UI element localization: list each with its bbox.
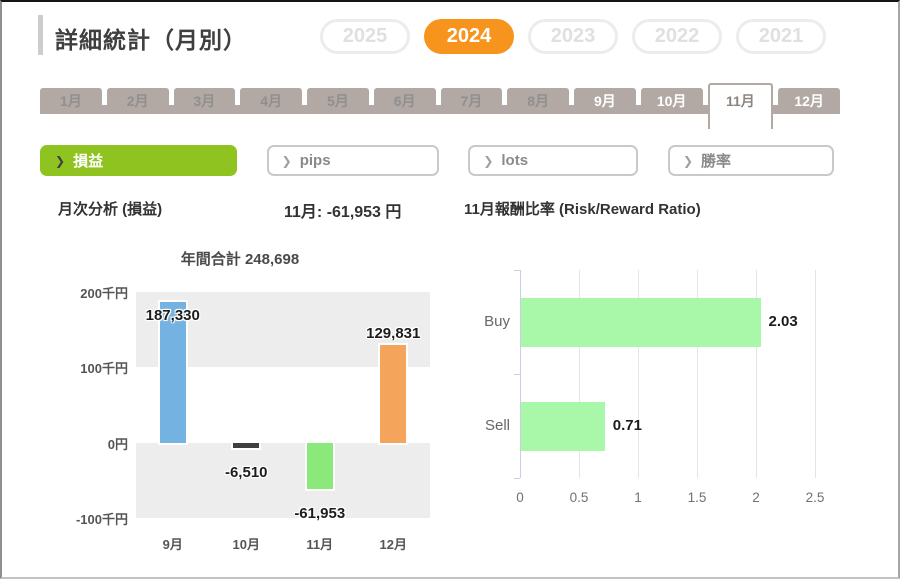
- year-tab-2022[interactable]: 2022: [632, 19, 722, 54]
- monthly-profit-chart: 年間合計 248,698 187,330 9月 -6,510 10月 -61,953 11…: [40, 242, 440, 572]
- metric-button-label: 損益: [73, 153, 104, 170]
- y-axis-line: [520, 270, 521, 478]
- month-tab-4[interactable]: 4月: [240, 88, 302, 114]
- x-axis-label: 11月: [306, 537, 334, 552]
- right-plot-area: 0 0.5 1 1.5 2 2.5 Buy 2.03 Sell 0.71: [484, 270, 824, 505]
- metric-button-label: 勝率: [701, 153, 732, 170]
- metric-button-label: pips: [299, 152, 331, 169]
- gridline: [815, 270, 816, 478]
- month-tab-3[interactable]: 3月: [173, 88, 236, 114]
- y-axis-label: 200千円: [80, 286, 128, 301]
- bar-value-label: -6,510: [224, 463, 268, 481]
- metric-button-pips[interactable]: ❯ pips: [266, 145, 439, 176]
- bar-value-label: 129,831: [366, 324, 421, 342]
- risk-reward-title: 11月報酬比率 (Risk/Reward Ratio): [464, 201, 701, 218]
- bar-buy: [521, 297, 761, 347]
- bar-sell: [521, 401, 605, 451]
- selected-month-value: 11月: -61,953 円: [284, 204, 402, 221]
- y-axis-label: 0円: [107, 436, 128, 452]
- year-tabs: 2025 2024 2023 2022 2021: [320, 19, 826, 54]
- gridline: [697, 270, 698, 478]
- category-label: Buy: [484, 313, 510, 330]
- plot-band: [136, 442, 430, 518]
- title-accent-bar: [38, 15, 43, 55]
- left-plot-area: 187,330 9月 -6,510 10月 -61,953 11月 129,831 12月: [136, 292, 430, 552]
- month-tab-6[interactable]: 6月: [373, 88, 436, 114]
- x-axis-label: 2: [752, 490, 760, 505]
- gridline: [756, 270, 757, 478]
- gridline: [579, 270, 580, 478]
- chevron-right-icon: ❯: [281, 153, 292, 168]
- bar-value-label: -61,953: [294, 505, 346, 523]
- metric-button-lots[interactable]: ❯ lots: [468, 145, 639, 176]
- x-axis-label: 1: [634, 490, 642, 505]
- month-tab-11[interactable]: 11月: [707, 83, 774, 129]
- month-tab-2[interactable]: 2月: [106, 88, 169, 114]
- x-axis-label: 9月: [162, 537, 183, 552]
- year-tab-2025[interactable]: 2025: [320, 19, 410, 54]
- month-tab-5[interactable]: 5月: [307, 88, 369, 114]
- month-tab-1[interactable]: 1月: [40, 88, 102, 114]
- axis-tick: [514, 270, 520, 271]
- month-tab-8[interactable]: 8月: [507, 88, 569, 114]
- chevron-right-icon: ❯: [682, 153, 694, 168]
- bar-value-label: 0.71: [612, 417, 642, 434]
- x-axis-label: 0: [516, 490, 524, 505]
- axis-tick: [514, 374, 520, 375]
- risk-reward-chart: 0 0.5 1 1.5 2 2.5 Buy 2.03 Sell 0.71: [464, 242, 884, 532]
- bar-value-label: 187,330: [145, 306, 200, 324]
- year-tab-2023[interactable]: 2023: [528, 19, 618, 54]
- y-axis-label: 100千円: [80, 361, 128, 377]
- page-title: 詳細統計（月別）: [55, 27, 247, 53]
- x-axis-label: 10月: [232, 537, 260, 552]
- metric-button-profit[interactable]: ❯ 損益: [40, 145, 237, 176]
- bar-11月: [304, 440, 335, 492]
- x-axis-label: 0.5: [569, 490, 589, 505]
- bar-10月: [231, 440, 262, 450]
- x-axis-label: 12月: [379, 537, 407, 552]
- axis-tick: [514, 478, 520, 479]
- bar-12月: [378, 342, 409, 445]
- x-axis-label: 1.5: [687, 490, 707, 505]
- y-axis-label: -100千円: [75, 512, 128, 527]
- gridline: [638, 270, 639, 478]
- metric-button-label: lots: [501, 152, 529, 169]
- bar-value-label: 2.03: [768, 313, 798, 330]
- category-label: Sell: [484, 417, 510, 434]
- bar-9月: [157, 299, 188, 445]
- metric-button-win-rate[interactable]: ❯ 勝率: [667, 145, 834, 176]
- month-tab-7[interactable]: 7月: [440, 88, 503, 114]
- x-axis-label: 2.5: [805, 490, 825, 505]
- month-tab-9[interactable]: 9月: [574, 88, 636, 114]
- year-tab-2024[interactable]: 2024: [424, 19, 514, 54]
- month-tab-10[interactable]: 10月: [640, 88, 703, 114]
- chevron-right-icon: ❯: [483, 153, 494, 168]
- annual-total-label: 年間合計 248,698: [180, 251, 300, 268]
- chevron-right-icon: ❯: [55, 153, 66, 168]
- monthly-analysis-title: 月次分析 (損益): [58, 201, 163, 218]
- metric-buttons: ❯ 損益 ❯ pips ❯ lots ❯ 勝率: [40, 145, 834, 176]
- month-tabs: 1月 2月 3月 4月 5月 6月 7月 8月 9月 10月 11月 12月: [40, 83, 840, 129]
- month-tab-12[interactable]: 12月: [778, 88, 840, 114]
- year-tab-2021[interactable]: 2021: [736, 19, 826, 54]
